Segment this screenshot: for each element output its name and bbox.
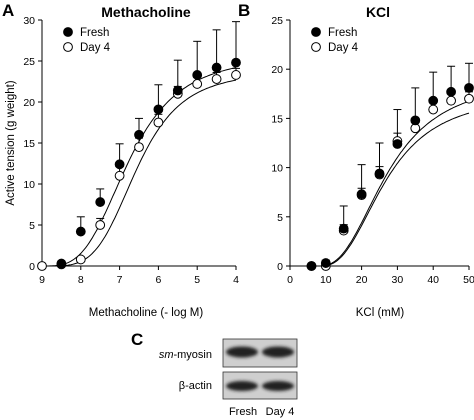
blot-band-myosin-day4 xyxy=(262,346,294,358)
chart-b-point-fresh xyxy=(374,168,385,179)
chart-b: B KCl KCl (mM) 0 5 10 15 20 25 0 10 20 30 40 50 Fre… xyxy=(238,1,474,319)
chart-a-fit-curve-fresh xyxy=(42,67,237,267)
chart-b-fit-curve-day4 xyxy=(311,112,470,267)
chart-a-x-tick-label: 8 xyxy=(78,274,84,286)
chart-b-legend-label-day4: Day 4 xyxy=(328,42,359,54)
chart-a-point-fresh xyxy=(192,70,203,80)
chart-b-legend-marker-day4 xyxy=(311,42,321,52)
blot-row-label-actin: β-actin xyxy=(179,380,212,392)
blot-band-actin-day4 xyxy=(262,381,294,391)
chart-b-y-tick-label: 25 xyxy=(271,15,283,27)
chart-a-legend: Fresh Day 4 xyxy=(63,27,111,54)
chart-b-y-tick-label: 10 xyxy=(271,163,283,175)
chart-a-point-day4 xyxy=(231,70,241,80)
blot-row-label-myosin-suffix: -myosin xyxy=(173,349,212,361)
chart-b-y-tick-label: 0 xyxy=(277,261,283,273)
chart-b-xlabel: KCl (mM) xyxy=(356,307,405,319)
chart-a-point-day4 xyxy=(37,261,47,271)
chart-a-point-day4 xyxy=(114,170,125,181)
chart-a-x-tick-label: 7 xyxy=(117,274,123,286)
chart-a-axes: 0 5 10 15 20 25 30 9 8 7 6 5 4 xyxy=(23,15,239,286)
chart-a-point-fresh xyxy=(211,62,222,73)
chart-b-point-fresh xyxy=(446,86,457,97)
chart-a-point-day4 xyxy=(153,117,164,128)
chart-b-x-tick-label: 10 xyxy=(320,274,332,286)
chart-b-legend-label-fresh: Fresh xyxy=(328,27,357,39)
western-blot: C sm-myosin β-actin Fresh Day 4 xyxy=(131,330,298,418)
chart-a-plot xyxy=(37,21,241,271)
chart-b-point-day4 xyxy=(446,95,457,106)
chart-b-x-tick-label: 50 xyxy=(463,274,474,286)
chart-b-legend-marker-fresh xyxy=(311,27,321,37)
chart-a-title: Methacholine xyxy=(101,4,191,20)
chart-a-xlabel: Methacholine (- log M) xyxy=(89,307,204,319)
chart-a-point-fresh xyxy=(114,159,125,170)
chart-a-point-day4 xyxy=(192,79,203,89)
chart-a-x-tick-label: 4 xyxy=(233,274,239,286)
blot-row-label-myosin: sm-myosin xyxy=(159,349,212,361)
chart-a: A Methacholine Methacholine (- log M) Ac… xyxy=(2,1,241,319)
chart-a-x-tick-label: 5 xyxy=(194,274,200,286)
chart-a-point-fresh xyxy=(95,197,106,207)
chart-a-y-tick-label: 15 xyxy=(23,138,35,150)
chart-b-point-day4 xyxy=(428,104,439,115)
blot-row-label-myosin-prefix: sm xyxy=(159,349,174,361)
chart-a-y-tick-label: 30 xyxy=(23,15,35,27)
chart-b-point-fresh xyxy=(392,139,403,149)
panel-letter-a: A xyxy=(2,1,14,20)
chart-b-point-fresh xyxy=(338,223,349,234)
chart-a-point-fresh xyxy=(75,226,86,237)
chart-b-point-day4 xyxy=(464,93,474,104)
chart-b-x-tick-label: 20 xyxy=(356,274,368,286)
chart-b-legend: Fresh Day 4 xyxy=(311,27,359,54)
chart-a-y-tick-label: 20 xyxy=(23,97,35,109)
chart-a-point-fresh xyxy=(172,85,183,96)
chart-b-x-tick-label: 40 xyxy=(427,274,439,286)
chart-b-point-fresh xyxy=(356,189,367,200)
chart-b-point-fresh xyxy=(464,82,474,93)
chart-b-axes: 0 5 10 15 20 25 0 10 20 30 40 50 xyxy=(271,15,474,286)
chart-b-point-fresh xyxy=(320,258,331,268)
chart-a-point-day4 xyxy=(95,220,106,230)
chart-a-ylabel: Active tension (g weight) xyxy=(5,80,17,205)
chart-a-point-fresh xyxy=(153,104,164,115)
chart-a-point-fresh xyxy=(56,258,67,269)
chart-a-legend-label-day4: Day 4 xyxy=(80,42,111,54)
chart-a-legend-marker-fresh xyxy=(63,27,73,37)
chart-a-y-tick-label: 0 xyxy=(29,261,35,273)
chart-b-x-tick-label: 0 xyxy=(287,274,293,286)
panel-letter-b: B xyxy=(238,1,250,20)
blot-band-actin-fresh xyxy=(226,381,258,391)
blot-lane-label-fresh: Fresh xyxy=(229,406,257,418)
chart-a-x-tick-label: 6 xyxy=(155,274,161,286)
chart-b-x-tick-label: 30 xyxy=(392,274,404,286)
chart-b-fit-curve-fresh xyxy=(311,100,470,267)
panel-letter-c: C xyxy=(131,330,143,349)
chart-b-plot xyxy=(306,62,474,271)
chart-a-point-day4 xyxy=(211,74,222,84)
chart-b-y-tick-label: 5 xyxy=(277,212,283,224)
blot-band-myosin-fresh xyxy=(226,346,258,358)
chart-a-point-day4 xyxy=(134,142,144,153)
chart-a-point-day4 xyxy=(75,254,86,265)
chart-b-y-tick-label: 20 xyxy=(271,64,283,76)
chart-a-legend-label-fresh: Fresh xyxy=(80,27,109,39)
chart-a-y-tick-label: 10 xyxy=(23,179,35,191)
chart-b-point-fresh xyxy=(306,261,317,271)
chart-a-y-tick-label: 5 xyxy=(29,220,35,232)
chart-b-point-fresh xyxy=(428,95,439,106)
chart-a-x-tick-label: 9 xyxy=(39,274,45,286)
chart-a-point-fresh xyxy=(231,57,241,68)
blot-lane-label-day4: Day 4 xyxy=(266,406,295,418)
chart-a-point-fresh xyxy=(134,129,144,140)
chart-a-legend-marker-day4 xyxy=(63,42,73,52)
chart-a-y-tick-label: 25 xyxy=(23,56,35,68)
chart-b-y-tick-label: 15 xyxy=(271,113,283,125)
chart-a-fit-curve-day4 xyxy=(42,79,237,267)
chart-b-title: KCl xyxy=(366,4,390,20)
chart-b-point-fresh xyxy=(410,115,421,126)
